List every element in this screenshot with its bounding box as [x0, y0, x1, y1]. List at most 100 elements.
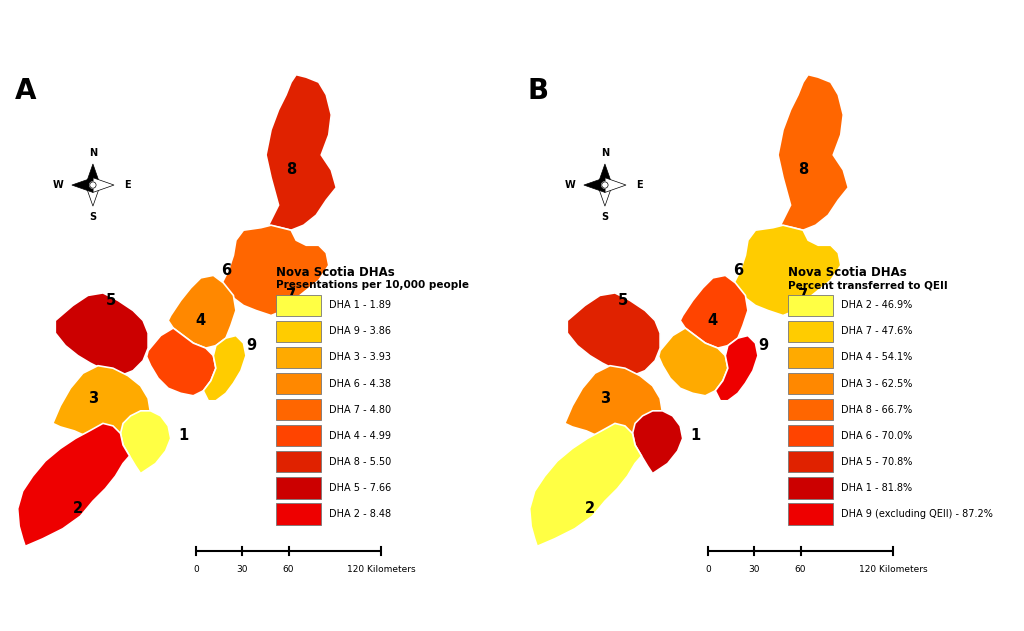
- Bar: [788, 321, 834, 342]
- Text: 7: 7: [798, 288, 808, 303]
- Polygon shape: [121, 411, 171, 473]
- Text: 1: 1: [690, 428, 700, 444]
- Bar: [788, 451, 834, 473]
- Text: 3: 3: [600, 391, 610, 406]
- Text: Percent transferred to QEII: Percent transferred to QEII: [788, 280, 948, 290]
- Text: 30: 30: [749, 565, 760, 574]
- Bar: [276, 504, 322, 524]
- Text: DHA 3 - 3.93: DHA 3 - 3.93: [329, 353, 391, 362]
- Bar: [788, 425, 834, 446]
- Text: W: W: [53, 180, 63, 190]
- Text: DHA 2 - 46.9%: DHA 2 - 46.9%: [841, 300, 912, 310]
- Text: N: N: [601, 148, 609, 158]
- Polygon shape: [86, 185, 100, 206]
- Text: 2: 2: [73, 501, 83, 516]
- Bar: [276, 425, 322, 446]
- Text: Presentations per 10,000 people: Presentations per 10,000 people: [276, 280, 469, 290]
- Polygon shape: [598, 164, 612, 185]
- Bar: [788, 373, 834, 394]
- Text: 1: 1: [178, 428, 188, 444]
- Polygon shape: [733, 225, 841, 316]
- Text: DHA 1 - 81.8%: DHA 1 - 81.8%: [841, 483, 912, 493]
- Text: 6: 6: [221, 263, 231, 278]
- Text: 5: 5: [617, 293, 628, 308]
- Text: 4: 4: [196, 313, 206, 328]
- Bar: [276, 477, 322, 498]
- Polygon shape: [567, 293, 660, 375]
- Bar: [788, 295, 834, 316]
- Bar: [276, 399, 322, 420]
- Text: S: S: [89, 211, 96, 221]
- Text: DHA 9 - 3.86: DHA 9 - 3.86: [329, 326, 391, 336]
- Polygon shape: [529, 423, 642, 546]
- Polygon shape: [55, 293, 148, 375]
- Polygon shape: [633, 411, 683, 473]
- Circle shape: [90, 182, 96, 188]
- Text: 9: 9: [758, 338, 768, 353]
- Polygon shape: [86, 164, 100, 185]
- Text: Nova Scotia DHAs: Nova Scotia DHAs: [788, 266, 907, 279]
- Polygon shape: [584, 178, 605, 192]
- Bar: [788, 346, 834, 368]
- Text: S: S: [601, 211, 608, 221]
- Polygon shape: [778, 74, 848, 230]
- Text: DHA 4 - 4.99: DHA 4 - 4.99: [329, 431, 391, 440]
- Text: 6: 6: [733, 263, 743, 278]
- Bar: [276, 346, 322, 368]
- Polygon shape: [221, 225, 329, 316]
- Text: DHA 2 - 8.48: DHA 2 - 8.48: [329, 509, 391, 519]
- Polygon shape: [72, 178, 93, 192]
- Polygon shape: [658, 328, 728, 396]
- Text: DHA 6 - 4.38: DHA 6 - 4.38: [329, 379, 391, 389]
- Text: 7: 7: [286, 288, 296, 303]
- Polygon shape: [168, 275, 236, 348]
- Bar: [276, 373, 322, 394]
- Text: 4: 4: [708, 313, 718, 328]
- Polygon shape: [716, 336, 758, 401]
- Polygon shape: [598, 185, 612, 206]
- Text: 3: 3: [88, 391, 98, 406]
- Text: E: E: [124, 180, 131, 190]
- Text: 30: 30: [237, 565, 248, 574]
- Bar: [276, 295, 322, 316]
- Text: A: A: [15, 77, 37, 105]
- Text: 5: 5: [105, 293, 116, 308]
- Text: N: N: [89, 148, 97, 158]
- Text: DHA 7 - 47.6%: DHA 7 - 47.6%: [841, 326, 912, 336]
- Bar: [276, 321, 322, 342]
- Text: DHA 5 - 7.66: DHA 5 - 7.66: [329, 483, 391, 493]
- Polygon shape: [17, 423, 130, 546]
- Text: 60: 60: [795, 565, 806, 574]
- Text: DHA 9 (excluding QEII) - 87.2%: DHA 9 (excluding QEII) - 87.2%: [841, 509, 992, 519]
- Text: DHA 6 - 70.0%: DHA 6 - 70.0%: [841, 431, 912, 440]
- Bar: [788, 399, 834, 420]
- Text: DHA 8 - 5.50: DHA 8 - 5.50: [329, 457, 391, 467]
- Polygon shape: [204, 336, 246, 401]
- Bar: [788, 477, 834, 498]
- Text: W: W: [565, 180, 575, 190]
- Polygon shape: [146, 328, 216, 396]
- Bar: [276, 451, 322, 473]
- Text: DHA 7 - 4.80: DHA 7 - 4.80: [329, 404, 391, 415]
- Text: E: E: [636, 180, 643, 190]
- Text: Nova Scotia DHAs: Nova Scotia DHAs: [276, 266, 395, 279]
- Text: DHA 1 - 1.89: DHA 1 - 1.89: [329, 300, 391, 310]
- Text: 60: 60: [283, 565, 294, 574]
- Circle shape: [602, 182, 608, 188]
- Polygon shape: [266, 74, 336, 230]
- Polygon shape: [680, 275, 748, 348]
- Polygon shape: [605, 178, 626, 192]
- Text: B: B: [527, 77, 548, 105]
- Text: 8: 8: [798, 163, 808, 177]
- Text: DHA 5 - 70.8%: DHA 5 - 70.8%: [841, 457, 912, 467]
- Text: 2: 2: [585, 501, 595, 516]
- Polygon shape: [565, 366, 663, 446]
- Text: 0: 0: [705, 565, 711, 574]
- Text: 120 Kilometers: 120 Kilometers: [859, 565, 928, 574]
- Polygon shape: [53, 366, 151, 446]
- Text: 8: 8: [286, 163, 296, 177]
- Bar: [788, 504, 834, 524]
- Text: 9: 9: [246, 338, 256, 353]
- Text: 120 Kilometers: 120 Kilometers: [347, 565, 416, 574]
- Text: 0: 0: [193, 565, 199, 574]
